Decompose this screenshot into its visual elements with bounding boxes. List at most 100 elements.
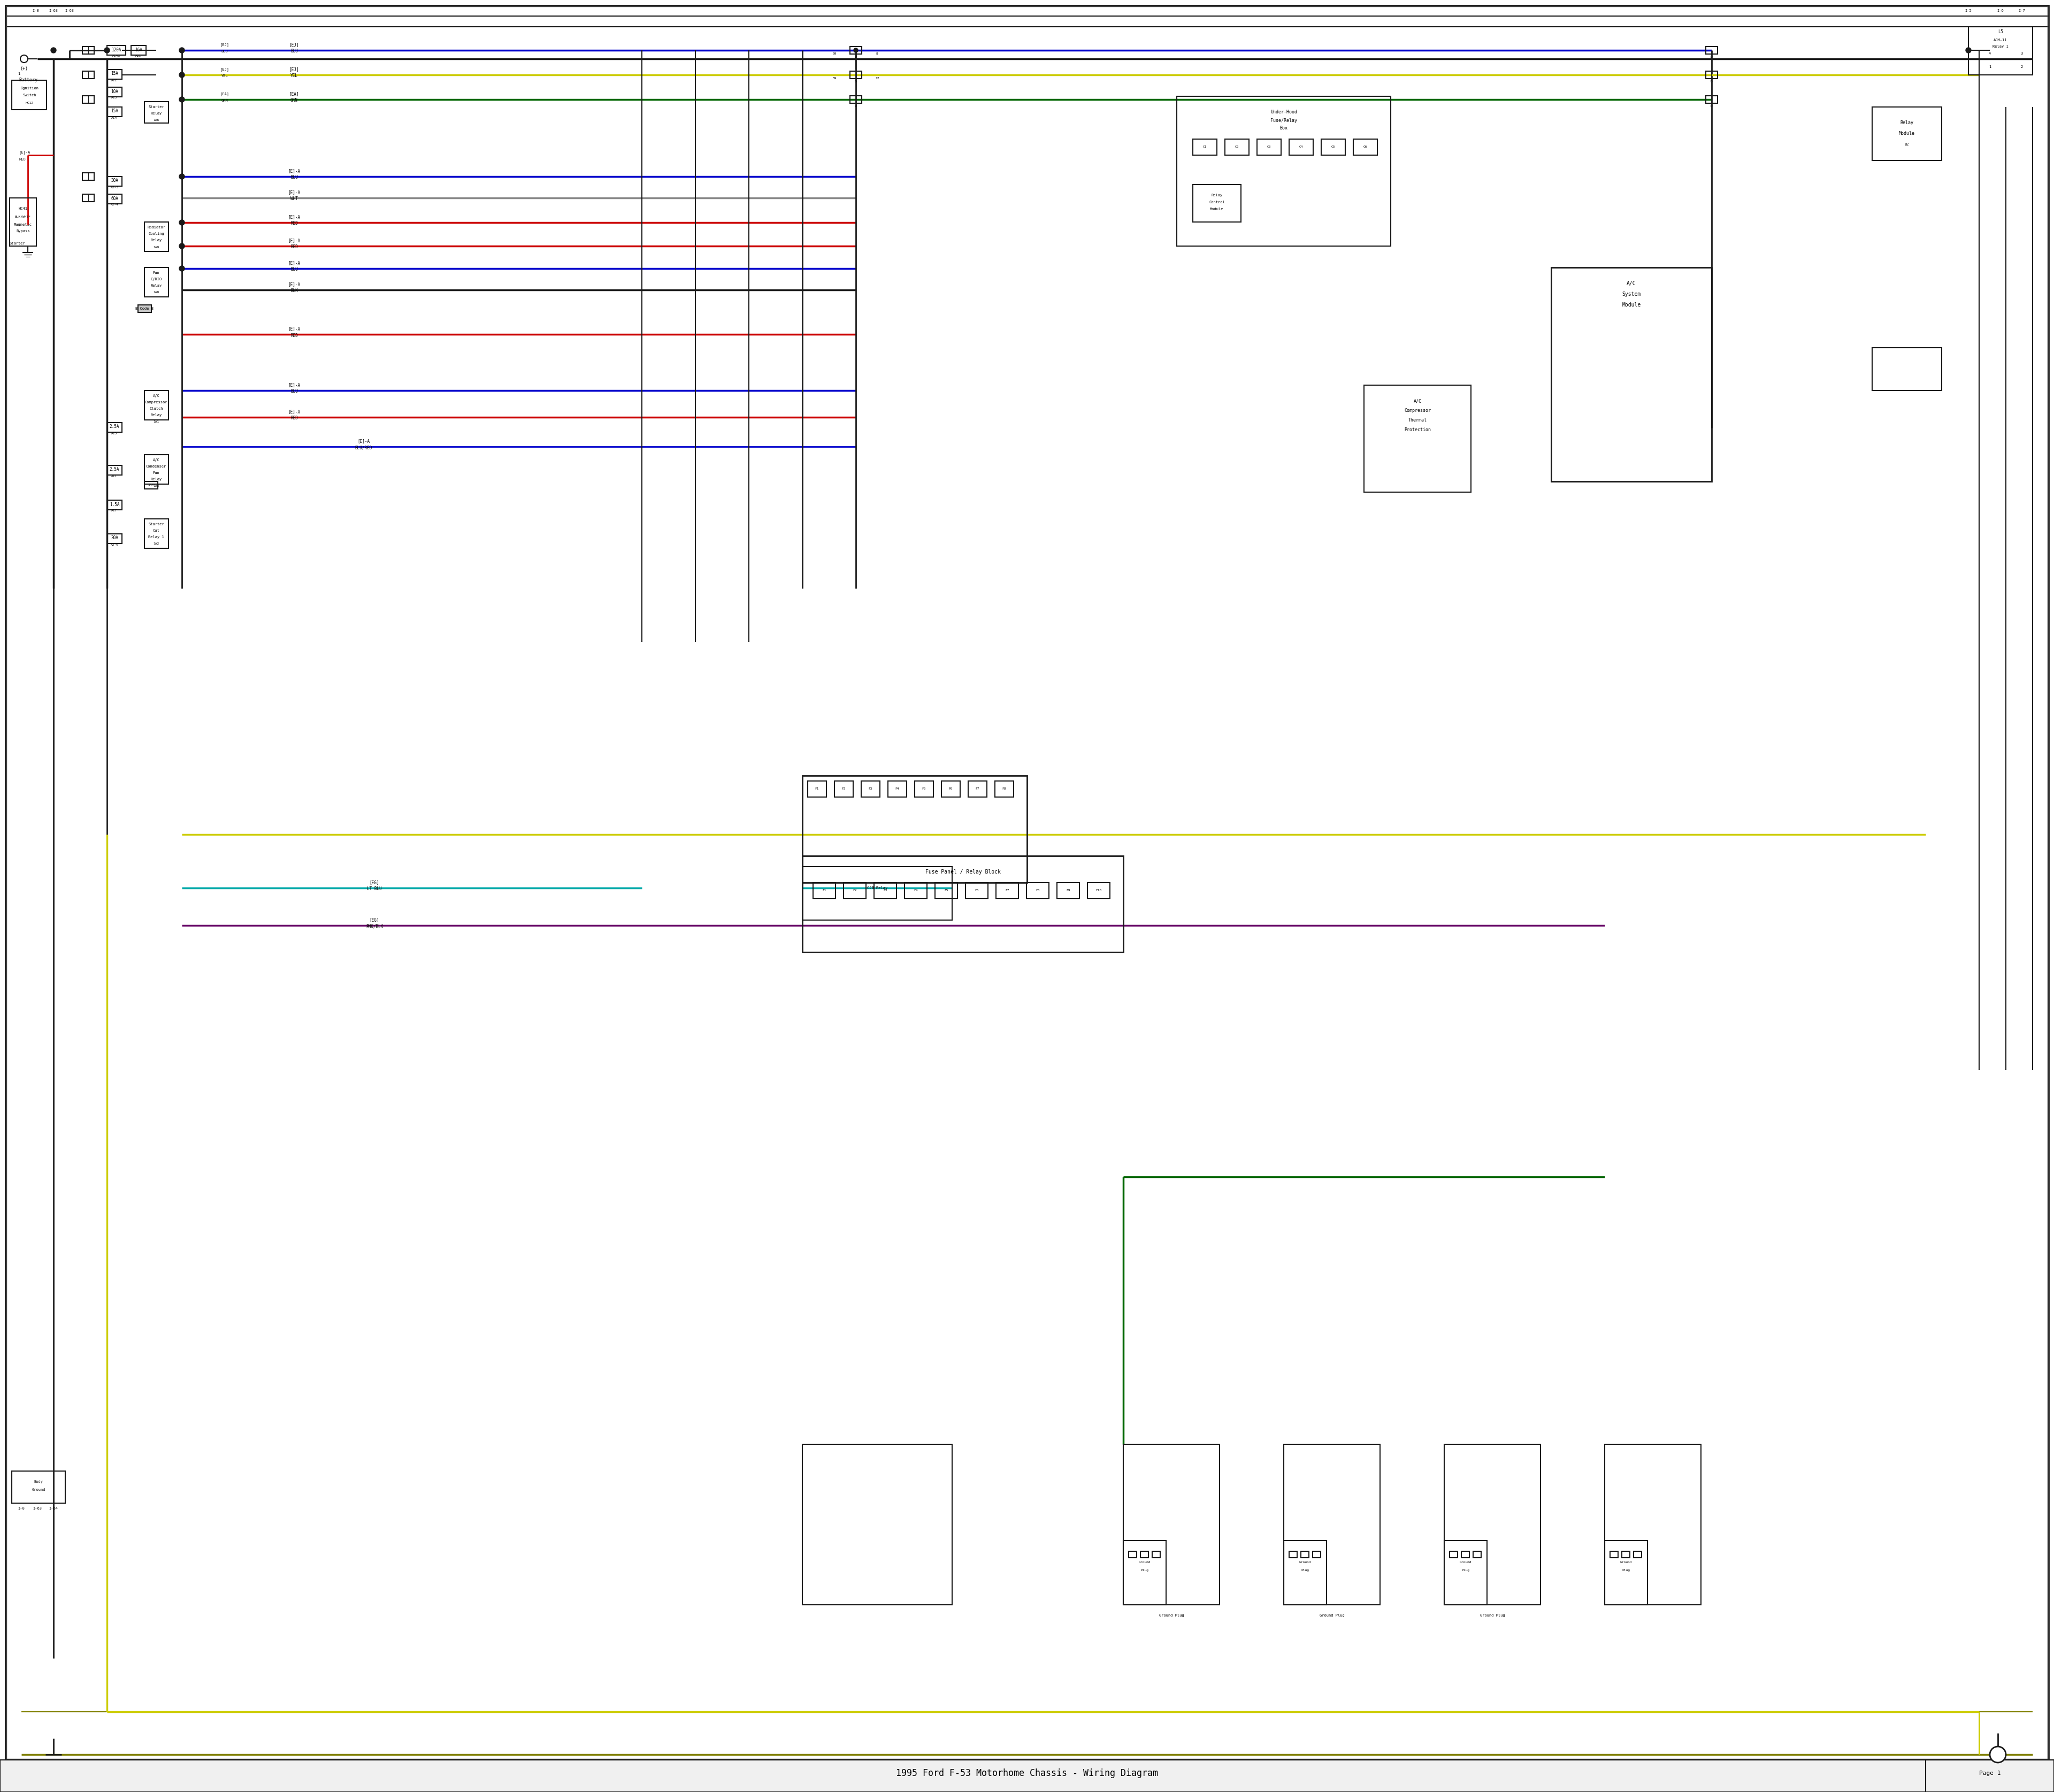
Text: Fan: Fan xyxy=(152,471,160,475)
Bar xyxy=(1444,1541,1487,1606)
Text: Ground: Ground xyxy=(31,1487,45,1491)
Bar xyxy=(1444,1444,1540,1606)
Text: BLU: BLU xyxy=(290,267,298,272)
Text: Thermal: Thermal xyxy=(1409,418,1428,423)
Circle shape xyxy=(1966,48,1972,54)
Text: A22: A22 xyxy=(111,79,117,82)
Text: 1: 1 xyxy=(1988,65,1990,68)
Text: F3: F3 xyxy=(883,889,887,892)
Text: [E]-A: [E]-A xyxy=(18,151,31,154)
Text: F9: F9 xyxy=(1066,889,1070,892)
Bar xyxy=(1290,1552,1298,1557)
Text: A/C: A/C xyxy=(1627,281,1637,287)
Bar xyxy=(1284,1541,1327,1606)
Text: Relay: Relay xyxy=(150,478,162,480)
Circle shape xyxy=(179,174,185,179)
Text: Relay: Relay xyxy=(1212,194,1222,197)
Text: 2.5A: 2.5A xyxy=(109,425,119,430)
Text: LT BLU: LT BLU xyxy=(368,887,382,891)
Text: 15A: 15A xyxy=(111,109,119,113)
Bar xyxy=(131,45,146,56)
Text: C5: C5 xyxy=(1331,145,1335,149)
Text: Fan: Fan xyxy=(152,271,160,274)
Bar xyxy=(807,781,826,797)
Text: C6: C6 xyxy=(1364,145,1368,149)
Bar xyxy=(861,781,879,797)
Bar xyxy=(1087,883,1109,898)
Text: 1A3: 1A3 xyxy=(154,486,160,487)
Text: 1.5A: 1.5A xyxy=(109,502,119,507)
Text: Relay 1: Relay 1 xyxy=(1992,45,2009,48)
Bar xyxy=(1321,140,1345,156)
Text: F5: F5 xyxy=(922,788,926,790)
Text: I-5: I-5 xyxy=(1966,9,1972,13)
Bar xyxy=(1177,97,1391,246)
Bar xyxy=(107,70,121,79)
Bar xyxy=(904,883,926,898)
Bar xyxy=(1705,72,1717,79)
Bar xyxy=(850,72,863,79)
Bar xyxy=(875,883,896,898)
Text: A/C: A/C xyxy=(1413,400,1421,403)
Circle shape xyxy=(51,48,55,54)
Text: A25: A25 xyxy=(111,432,117,435)
Text: [E]-A: [E]-A xyxy=(288,383,300,387)
Text: F3: F3 xyxy=(869,788,873,790)
Text: Ground: Ground xyxy=(1138,1561,1150,1563)
Bar xyxy=(1290,140,1313,156)
Text: [E]-A: [E]-A xyxy=(288,168,300,174)
Bar xyxy=(144,455,168,484)
Text: A2-3: A2-3 xyxy=(111,186,119,188)
Text: Page 1: Page 1 xyxy=(1978,1770,2001,1776)
Text: A14: A14 xyxy=(111,116,117,118)
Text: I-6: I-6 xyxy=(1996,9,2005,13)
Text: A11: A11 xyxy=(111,475,117,477)
Text: 12: 12 xyxy=(875,77,879,79)
Text: A14G: A14G xyxy=(113,56,119,57)
Text: GRN: GRN xyxy=(290,99,298,102)
Bar xyxy=(834,781,852,797)
Text: [EJ]: [EJ] xyxy=(220,43,230,47)
Bar xyxy=(803,776,1027,883)
Bar xyxy=(1927,1760,2054,1792)
Text: Cooling: Cooling xyxy=(148,233,164,235)
Text: 30A: 30A xyxy=(111,179,119,183)
Bar xyxy=(1623,1552,1629,1557)
Text: I-63: I-63 xyxy=(33,1507,41,1511)
Text: B Code B: B Code B xyxy=(136,306,154,310)
Bar xyxy=(850,95,863,104)
Text: [EA]: [EA] xyxy=(220,93,230,97)
Text: F1: F1 xyxy=(822,889,826,892)
Circle shape xyxy=(21,56,29,63)
Bar xyxy=(803,1444,953,1606)
Text: [E]-A: [E]-A xyxy=(288,262,300,265)
Text: Plug: Plug xyxy=(1300,1568,1308,1572)
Text: Magnetic: Magnetic xyxy=(14,222,33,226)
Text: C3: C3 xyxy=(1267,145,1271,149)
Bar xyxy=(1193,185,1241,222)
Bar xyxy=(107,534,121,543)
Text: 1A8: 1A8 xyxy=(154,292,160,294)
Text: I-7: I-7 xyxy=(2019,9,2025,13)
Text: A2-4: A2-4 xyxy=(111,204,119,206)
Text: Protection: Protection xyxy=(1405,428,1432,432)
Bar xyxy=(1313,1552,1321,1557)
Text: Plug: Plug xyxy=(1140,1568,1148,1572)
Bar xyxy=(138,305,152,312)
Text: YEL: YEL xyxy=(290,73,298,79)
Text: 60A: 60A xyxy=(111,195,119,201)
Bar xyxy=(1124,1444,1220,1606)
Bar xyxy=(144,267,168,297)
Text: BLU: BLU xyxy=(290,48,298,54)
Text: I-63: I-63 xyxy=(66,9,74,13)
Text: [EJ]: [EJ] xyxy=(220,68,230,72)
Text: 1A4: 1A4 xyxy=(148,484,154,486)
Bar xyxy=(82,72,94,79)
Text: Starter: Starter xyxy=(148,106,164,109)
Text: 1A9: 1A9 xyxy=(154,246,160,249)
Text: Cut: Cut xyxy=(152,529,160,532)
Bar xyxy=(144,482,158,489)
Bar xyxy=(803,867,953,919)
Bar xyxy=(1705,47,1717,54)
Text: [E]-A: [E]-A xyxy=(288,281,300,287)
